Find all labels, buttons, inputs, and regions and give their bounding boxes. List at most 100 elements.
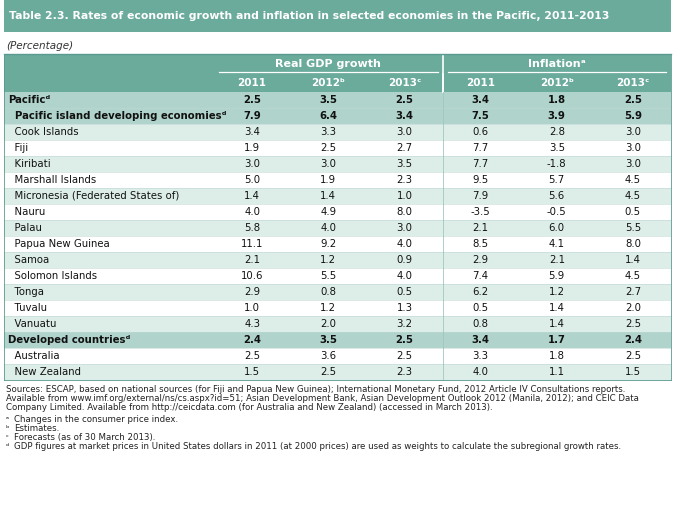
Text: Kiribati: Kiribati [8,159,51,169]
Text: 2.5: 2.5 [320,143,336,153]
Bar [4,284,671,300]
Text: 5.9: 5.9 [549,271,565,281]
Text: GDP figures at market prices in United States dollars in 2011 (at 2000 prices) a: GDP figures at market prices in United S… [14,442,621,451]
Text: Palau: Palau [8,223,42,233]
Bar [4,204,671,220]
Bar [4,124,671,140]
Text: 5.6: 5.6 [549,191,565,201]
Text: ᵇ: ᵇ [6,424,9,433]
Text: 1.9: 1.9 [244,143,260,153]
Text: 2.0: 2.0 [320,319,336,329]
Text: 3.0: 3.0 [320,159,336,169]
Text: Nauru: Nauru [8,207,45,217]
Text: 0.5: 0.5 [396,287,412,297]
Text: ᵃ: ᵃ [6,415,9,424]
Text: 3.4: 3.4 [244,127,260,137]
Text: 4.3: 4.3 [244,319,260,329]
Text: ᵈ: ᵈ [6,442,9,451]
Text: 2.9: 2.9 [244,287,260,297]
Text: Sources: ESCAP, based on national sources (for Fiji and Papua New Guinea); Inter: Sources: ESCAP, based on national source… [6,385,625,394]
Text: 0.5: 0.5 [625,207,641,217]
Text: Estimates.: Estimates. [14,424,59,433]
Text: 1.3: 1.3 [396,303,412,313]
Text: 7.7: 7.7 [472,143,489,153]
Text: 3.4: 3.4 [396,111,413,121]
Text: 1.1: 1.1 [549,367,565,377]
Text: 5.8: 5.8 [244,223,260,233]
Text: 8.0: 8.0 [625,239,641,249]
Text: 3.0: 3.0 [396,223,412,233]
Text: 2.0: 2.0 [625,303,641,313]
Bar [4,268,671,284]
Text: 4.5: 4.5 [625,191,641,201]
Text: 7.5: 7.5 [472,111,489,121]
Text: Marshall Islands: Marshall Islands [8,175,97,185]
Text: 2.5: 2.5 [625,319,641,329]
Text: 0.8: 0.8 [320,287,336,297]
Text: 3.5: 3.5 [549,143,565,153]
Text: Cook Islands: Cook Islands [8,127,78,137]
Text: 2.3: 2.3 [396,367,412,377]
Text: 0.6: 0.6 [472,127,489,137]
Text: Real GDP growth: Real GDP growth [275,59,381,69]
Text: 8.5: 8.5 [472,239,489,249]
Text: 3.4: 3.4 [472,95,489,105]
Text: 7.9: 7.9 [472,191,489,201]
Bar [4,300,671,316]
Text: 1.8: 1.8 [547,95,566,105]
Text: 4.5: 4.5 [625,175,641,185]
Text: 2.5: 2.5 [396,95,413,105]
Text: -1.8: -1.8 [547,159,566,169]
Text: 6.0: 6.0 [549,223,565,233]
Text: Company Limited. Available from http://ceicdata.com (for Australia and New Zeala: Company Limited. Available from http://c… [6,403,493,412]
Bar [4,316,671,332]
Text: 3.0: 3.0 [244,159,260,169]
Text: Samoa: Samoa [8,255,49,265]
Text: 4.0: 4.0 [396,239,412,249]
Text: 1.5: 1.5 [625,367,641,377]
Text: 2013ᶜ: 2013ᶜ [388,78,421,88]
Bar [4,140,671,156]
Text: 2013ᶜ: 2013ᶜ [616,78,649,88]
Text: (Percentage): (Percentage) [6,41,73,51]
Text: 1.0: 1.0 [244,303,260,313]
Text: 2.7: 2.7 [625,287,641,297]
Text: 1.2: 1.2 [320,255,336,265]
Text: Pacific island developing economiesᵈ: Pacific island developing economiesᵈ [8,111,227,121]
Text: 2.1: 2.1 [244,255,260,265]
Text: Papua New Guinea: Papua New Guinea [8,239,110,249]
Text: Forecasts (as of 30 March 2013).: Forecasts (as of 30 March 2013). [14,433,155,442]
Text: 2011: 2011 [466,78,495,88]
Text: 1.4: 1.4 [244,191,260,201]
Text: 2.5: 2.5 [624,95,642,105]
Text: 5.7: 5.7 [549,175,565,185]
Text: 10.6: 10.6 [241,271,263,281]
Text: 1.2: 1.2 [320,303,336,313]
Text: Solomon Islands: Solomon Islands [8,271,97,281]
Text: 0.8: 0.8 [472,319,489,329]
Text: 2011: 2011 [238,78,267,88]
Text: 3.3: 3.3 [472,351,489,361]
Text: 2.5: 2.5 [396,335,413,345]
Text: 2.5: 2.5 [244,351,260,361]
Bar [4,332,671,348]
Text: Available from www.imf.org/external/ns/cs.aspx?id=51; Asian Development Bank, As: Available from www.imf.org/external/ns/c… [6,394,639,403]
Text: 4.0: 4.0 [396,271,412,281]
Bar [4,172,671,188]
Text: Table 2.3. Rates of economic growth and inflation in selected economies in the P: Table 2.3. Rates of economic growth and … [9,11,610,21]
Text: 9.2: 9.2 [320,239,336,249]
Text: 4.5: 4.5 [625,271,641,281]
Text: Inflationᵃ: Inflationᵃ [528,59,586,69]
Text: 7.4: 7.4 [472,271,489,281]
Bar [4,54,671,92]
Text: 4.0: 4.0 [244,207,260,217]
Text: 5.5: 5.5 [625,223,641,233]
Text: 2.7: 2.7 [396,143,412,153]
Text: 1.4: 1.4 [625,255,641,265]
Text: -3.5: -3.5 [470,207,491,217]
Text: 6.2: 6.2 [472,287,489,297]
Text: Micronesia (Federated States of): Micronesia (Federated States of) [8,191,180,201]
Bar [4,236,671,252]
Text: 4.1: 4.1 [549,239,565,249]
Text: Developed countriesᵈ: Developed countriesᵈ [8,335,130,345]
